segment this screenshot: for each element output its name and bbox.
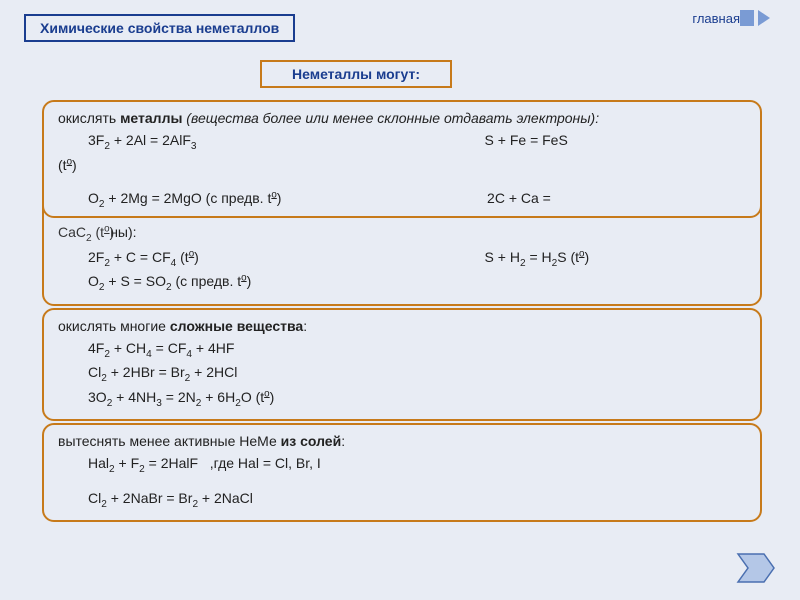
equation-left: 2F2 + C = CF4 (to) bbox=[58, 247, 485, 271]
equation-right: S + H2 = H2S (to) bbox=[485, 247, 746, 271]
equation-row: O2 + 2Mg = 2MgO (с предв. to) 2C + Ca = bbox=[58, 188, 750, 212]
heading-prefix: окислять bbox=[58, 110, 120, 126]
subtitle: Неметаллы могут: bbox=[292, 66, 420, 82]
equation-row: 3F2 + 2Al = 2AlF3 S + Fe = FeS bbox=[58, 130, 746, 154]
equation-line: Hal2 + F2 = 2HalF ,где Hal = Cl, Br, I bbox=[58, 453, 746, 477]
home-arrow-icon bbox=[758, 10, 770, 26]
section-metals: окислять металлы (вещества более или мен… bbox=[42, 100, 762, 218]
equation-line: O2 + S = SO2 (с предв. to) bbox=[58, 271, 746, 295]
heading-prefix: окислять многие bbox=[58, 318, 170, 334]
equation-right: S + Fe = FeS bbox=[485, 130, 746, 154]
section-salts: вытеснять менее активные НеМе из солей: … bbox=[42, 423, 762, 522]
section-complex: окислять многие сложные вещества: 4F2 + … bbox=[42, 308, 762, 422]
heading-suffix: : bbox=[341, 433, 345, 449]
page-title-box: Химические свойства неметаллов bbox=[24, 14, 295, 42]
heading-prefix: вытеснять менее активные НеМе bbox=[58, 433, 281, 449]
next-button[interactable] bbox=[736, 552, 776, 584]
home-label: главная bbox=[692, 11, 740, 26]
section-heading: окислять металлы (вещества более или мен… bbox=[58, 108, 746, 128]
heading-overflow: CaC2 (to)ны): bbox=[58, 222, 746, 246]
heading-bold: из солей bbox=[281, 433, 342, 449]
heading-bold: металлы bbox=[120, 110, 182, 126]
equation-line: Cl2 + 2NaBr = Br2 + 2NaCl bbox=[58, 488, 746, 512]
equation-row: 2F2 + C = CF4 (to) S + H2 = H2S (to) bbox=[58, 247, 746, 271]
equation-line: 3O2 + 4NH3 = 2N2 + 6H2O (to) bbox=[58, 387, 746, 411]
home-button[interactable]: главная bbox=[692, 10, 770, 26]
section-heading: вытеснять менее активные НеМе из солей: bbox=[58, 431, 746, 451]
equation-line: Cl2 + 2HBr = Br2 + 2HCl bbox=[58, 362, 746, 386]
heading-suffix: : bbox=[303, 318, 307, 334]
sections-container: окислять металлы (вещества более или мен… bbox=[42, 100, 762, 524]
equation-right: 2C + Ca = bbox=[487, 188, 750, 212]
subtitle-box: Неметаллы могут: bbox=[260, 60, 452, 88]
section-heading: окислять многие сложные вещества: bbox=[58, 316, 746, 336]
next-arrow-icon bbox=[736, 552, 776, 584]
heading-bold: сложные вещества bbox=[170, 318, 303, 334]
heading-italic: (вещества более или менее склонные отдав… bbox=[182, 110, 599, 126]
equation-note: (to) bbox=[58, 155, 746, 175]
equation-left: 3F2 + 2Al = 2AlF3 bbox=[58, 130, 485, 154]
equation-left: O2 + 2Mg = 2MgO (с предв. to) bbox=[58, 188, 487, 212]
home-arrow-bar bbox=[740, 10, 754, 26]
equation-line: 4F2 + CH4 = CF4 + 4HF bbox=[58, 338, 746, 362]
page-title: Химические свойства неметаллов bbox=[40, 20, 279, 36]
